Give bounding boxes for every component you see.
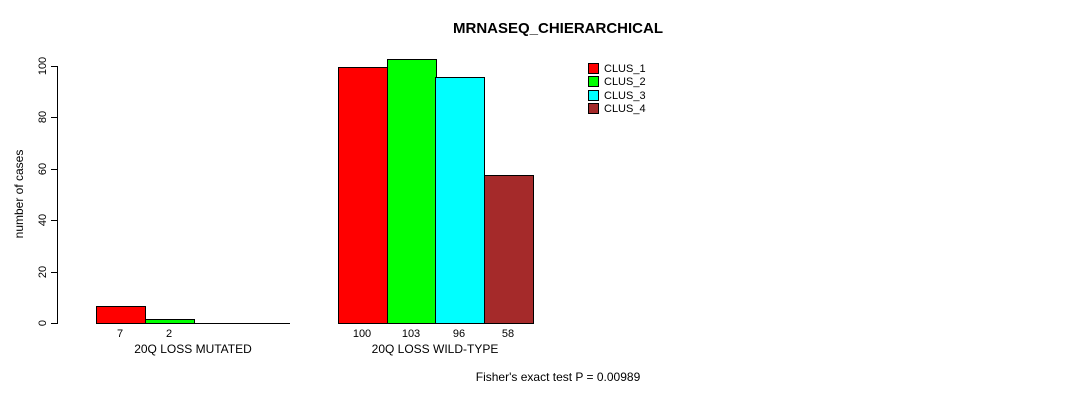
legend-swatch-clus_3 [588,90,599,101]
bar-value-label: 100 [352,328,372,340]
legend-label-clus_1: CLUS_1 [604,63,646,75]
y-tick-mark [51,220,58,221]
bar-value-label: 58 [501,328,515,340]
bar-value-label: 2 [165,328,173,340]
legend-label-clus_4: CLUS_4 [604,103,646,115]
y-tick-label: 80 [37,110,49,124]
y-tick-mark [51,66,58,67]
bar-value-label: 103 [401,328,421,340]
y-axis-label: number of cases [12,149,26,239]
category-label: 20Q LOSS MUTATED [134,342,252,356]
legend-swatch-clus_2 [588,76,599,87]
bar-clus_1-group2 [338,67,388,324]
y-tick-mark [51,272,58,273]
bar-value-label: 7 [116,328,124,340]
bar-clus_2-group2 [387,59,437,324]
y-tick-label: 0 [37,319,49,327]
y-tick-label: 20 [37,265,49,279]
legend-swatch-clus_4 [588,103,599,114]
chart-title: MRNASEQ_CHIERARCHICAL [452,20,664,37]
bar-clus_1-group1 [96,306,146,324]
legend-label-clus_3: CLUS_3 [604,90,646,102]
bar-clus_4-group2 [484,175,534,324]
y-tick-mark [51,117,58,118]
annotation-text: Fisher's exact test P = 0.00989 [475,370,641,384]
bar-clus_3-group2 [435,77,485,324]
legend-label-clus_2: CLUS_2 [604,76,646,88]
y-tick-label: 100 [37,56,49,76]
legend-swatch-clus_1 [588,63,599,74]
category-label: 20Q LOSS WILD-TYPE [371,342,499,356]
y-tick-label: 60 [37,162,49,176]
bar-clus_2-group1 [145,319,195,324]
y-tick-label: 40 [37,213,49,227]
y-axis-line [57,66,58,324]
y-tick-mark [51,323,58,324]
bar-value-label: 96 [452,328,466,340]
y-tick-mark [51,169,58,170]
